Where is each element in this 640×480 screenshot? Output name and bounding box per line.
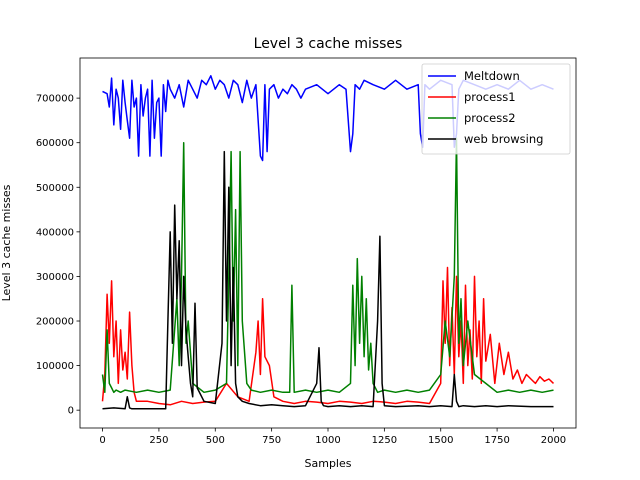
x-tick-label: 250 [149,435,168,446]
legend-label: web browsing [464,132,543,146]
y-tick-label: 200000 [36,317,74,328]
legend: Meltdown process1 process2 web browsing [421,63,571,155]
x-tick-label: 750 [262,435,281,446]
y-tick-label: 600000 [36,138,74,149]
y-axis: 0 100000 200000 300000 400000 500000 600000 700… [36,94,80,417]
x-tick-label: 1250 [372,435,397,446]
y-axis-label: Level 3 cache misses [0,184,13,301]
chart-title: Level 3 cache misses [254,36,403,52]
x-axis-label: Samples [305,457,352,470]
series-line-process2 [101,137,554,394]
legend-box [421,63,571,155]
x-tick-label: 500 [206,435,225,446]
x-axis: 0 250 500 750 1000 1250 1500 1750 2000 [99,428,566,446]
legend-label: Meltdown [464,69,520,83]
y-tick-label: 0 [68,406,74,417]
legend-label: process2 [464,111,516,125]
y-tick-label: 400000 [36,227,74,238]
legend-label: process1 [464,90,516,104]
y-tick-label: 100000 [36,361,74,372]
x-tick-label: 0 [99,435,105,446]
x-tick-label: 1750 [484,435,509,446]
x-tick-label: 1500 [428,435,453,446]
y-tick-label: 500000 [36,183,74,194]
y-tick-label: 700000 [36,94,74,105]
x-tick-label: 2000 [541,435,566,446]
y-tick-label: 300000 [36,272,74,283]
x-tick-label: 1000 [315,435,340,446]
series-line-web-browsing [102,150,554,410]
